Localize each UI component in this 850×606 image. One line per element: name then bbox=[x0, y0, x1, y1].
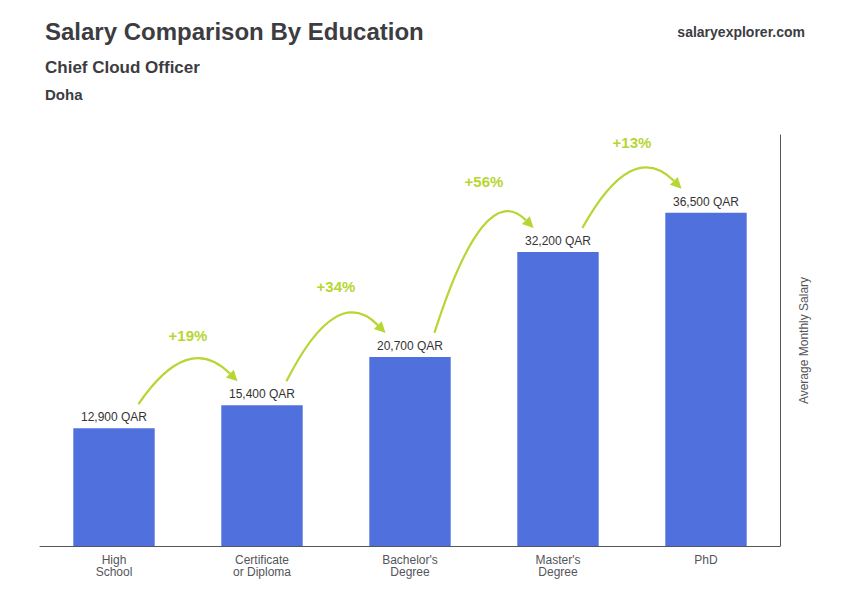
svg-text:+13%: +13% bbox=[613, 134, 652, 151]
svg-text:+19%: +19% bbox=[169, 327, 208, 344]
svg-text:36,500 QAR: 36,500 QAR bbox=[673, 195, 739, 209]
svg-text:High: High bbox=[101, 553, 127, 567]
svg-text:Chief Cloud Officer: Chief Cloud Officer bbox=[45, 58, 200, 77]
svg-text:Certificate: Certificate bbox=[235, 553, 289, 567]
svg-text:salaryexplorer.com: salaryexplorer.com bbox=[677, 24, 805, 40]
svg-text:PhD: PhD bbox=[694, 553, 718, 567]
svg-text:32,200 QAR: 32,200 QAR bbox=[525, 234, 591, 248]
svg-text:20,700 QAR: 20,700 QAR bbox=[377, 339, 443, 353]
svg-text:Salary Comparison By Education: Salary Comparison By Education bbox=[45, 18, 424, 45]
svg-text:12,900 QAR: 12,900 QAR bbox=[81, 410, 147, 424]
svg-text:+56%: +56% bbox=[465, 173, 504, 190]
svg-text:Degree: Degree bbox=[390, 565, 430, 579]
svg-text:Degree: Degree bbox=[538, 565, 578, 579]
svg-text:School: School bbox=[96, 565, 133, 579]
svg-text:Doha: Doha bbox=[45, 86, 83, 103]
svg-text:or Diploma: or Diploma bbox=[233, 565, 291, 579]
svg-text:+34%: +34% bbox=[317, 278, 356, 295]
svg-text:15,400 QAR: 15,400 QAR bbox=[229, 387, 295, 401]
svg-text:Master's: Master's bbox=[535, 553, 581, 567]
svg-text:Average Monthly Salary: Average Monthly Salary bbox=[797, 277, 811, 404]
svg-text:Bachelor's: Bachelor's bbox=[382, 553, 438, 567]
